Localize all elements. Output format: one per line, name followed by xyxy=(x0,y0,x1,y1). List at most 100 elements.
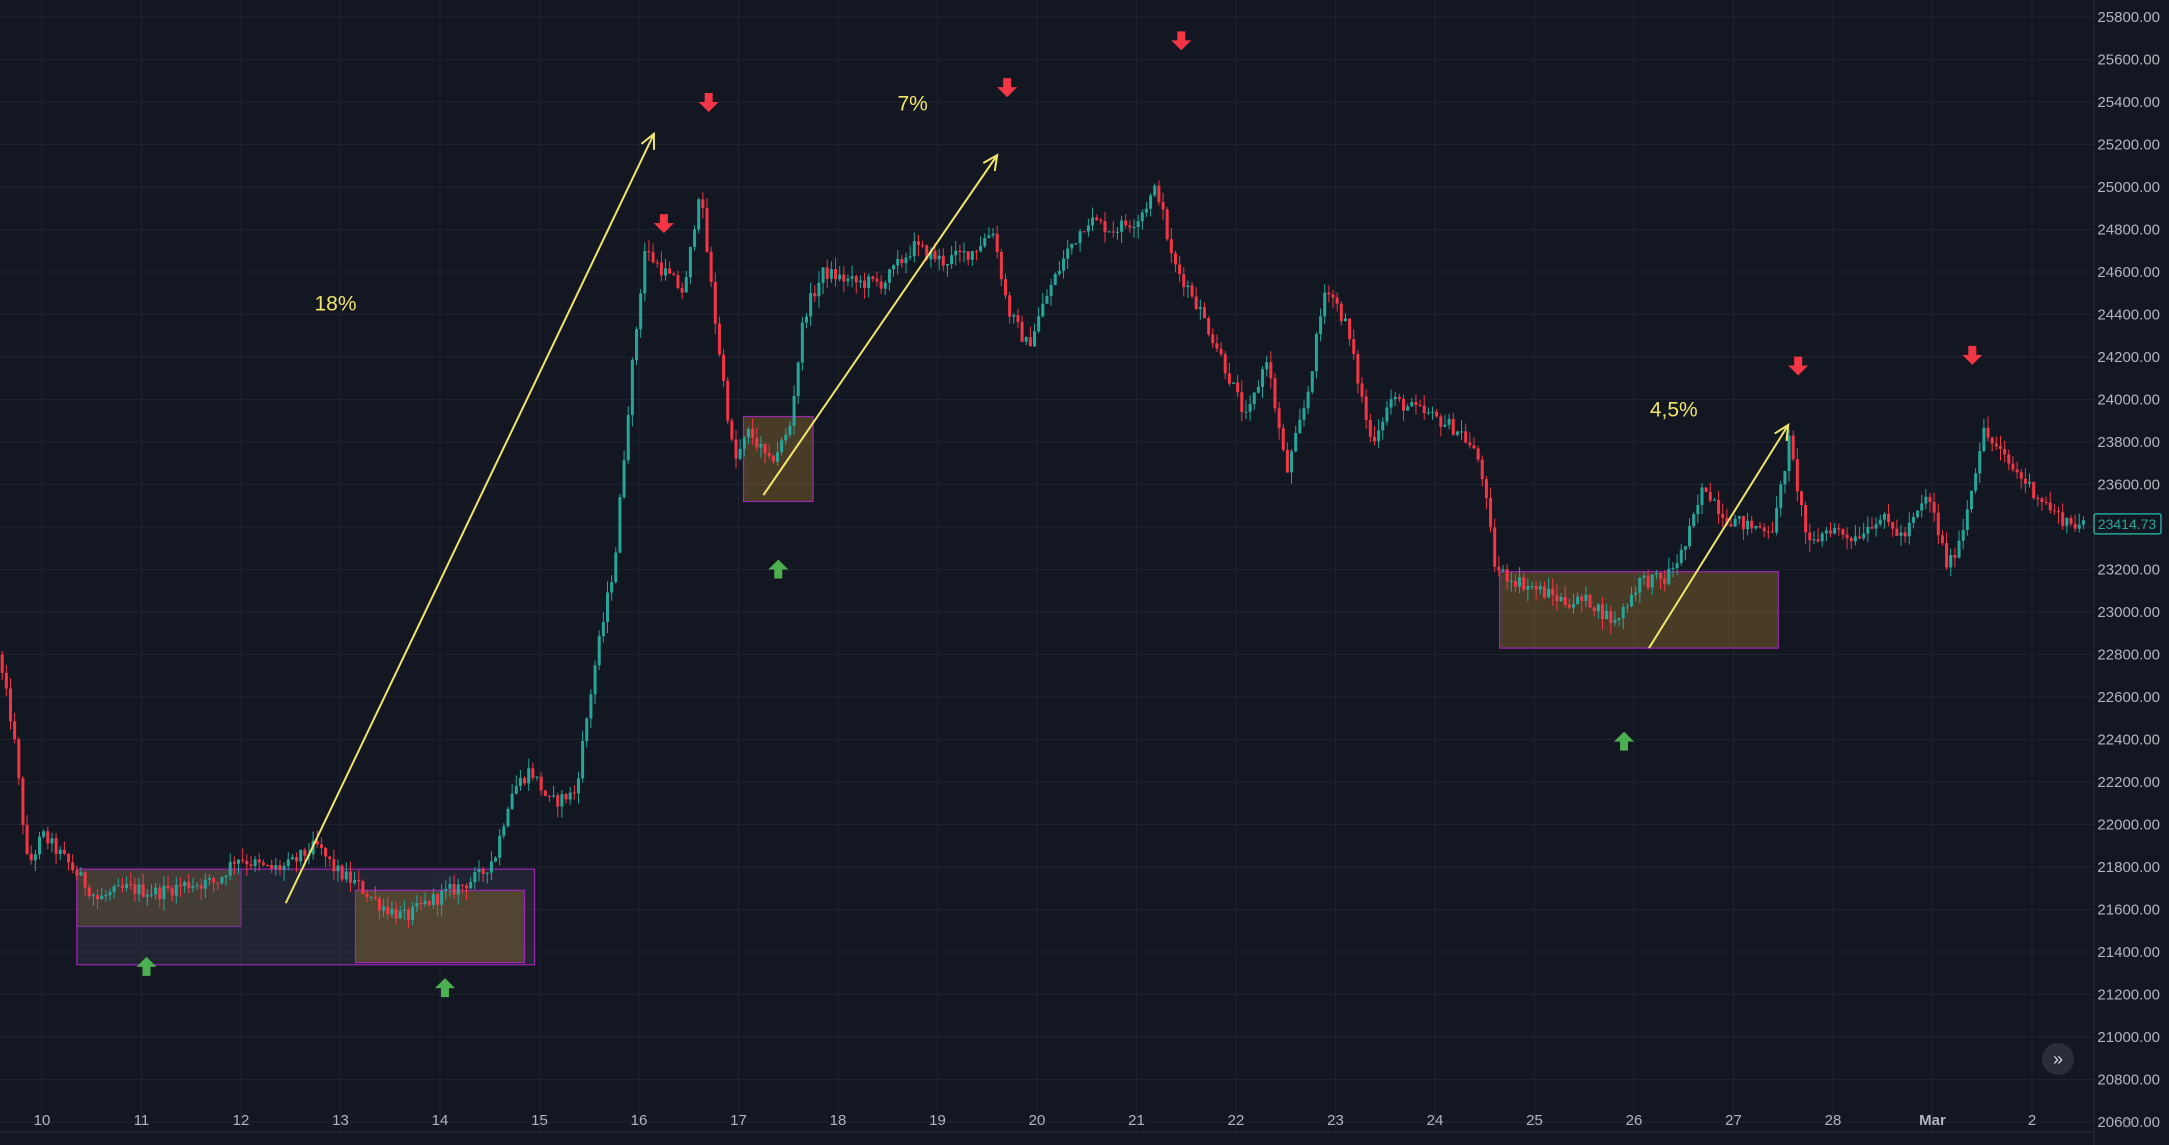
candle-body xyxy=(2011,463,2015,470)
trend-arrow[interactable] xyxy=(1648,424,1790,649)
buy-arrow-icon[interactable] xyxy=(768,559,789,579)
candle-body xyxy=(887,269,891,283)
time-tick-label: 10 xyxy=(34,1112,51,1129)
gear-icon[interactable]: ☼ xyxy=(2118,1111,2136,1131)
candle-body xyxy=(892,265,896,270)
candle-body xyxy=(1949,555,1953,568)
percent-label[interactable]: 4,5% xyxy=(1650,399,1698,422)
candle-body xyxy=(270,865,274,869)
candle-body xyxy=(1704,487,1708,492)
sell-arrow-icon[interactable] xyxy=(997,78,1018,98)
candle-body xyxy=(929,250,933,260)
candle-body xyxy=(4,672,8,689)
candle-body xyxy=(1808,532,1812,541)
candle-body xyxy=(1464,431,1468,443)
candle-body xyxy=(784,434,788,441)
candle-body xyxy=(1381,421,1385,431)
candle-body xyxy=(701,199,705,209)
price-tick-label: 23800.00 xyxy=(2097,434,2160,451)
sell-arrow-icon[interactable] xyxy=(1962,345,1983,365)
candle-body xyxy=(8,688,12,722)
candle-body xyxy=(1310,371,1314,392)
candle-body xyxy=(759,443,763,448)
candle-body xyxy=(1916,510,1920,517)
sell-arrow-icon[interactable] xyxy=(653,214,674,234)
candle-body xyxy=(1882,513,1886,520)
candle-body xyxy=(1041,303,1045,317)
candle-body xyxy=(315,840,319,845)
candle-body xyxy=(116,885,120,887)
range-box[interactable] xyxy=(742,415,814,503)
candle-body xyxy=(249,864,253,867)
candle-body xyxy=(406,909,410,921)
candle-body xyxy=(647,251,651,253)
candle-body xyxy=(523,777,527,784)
percent-label[interactable]: 18% xyxy=(315,292,357,315)
candle-body xyxy=(1646,575,1650,588)
time-axis[interactable]: 10 11 12 13 14 15 16 17 18 19 20 21 22 23 24 25 26 27 28 Ma… xyxy=(34,1112,2037,1129)
candle-body xyxy=(170,888,174,896)
time-tick-label: 22 xyxy=(1228,1112,1245,1129)
candle-body xyxy=(1965,509,1969,531)
sell-arrow-icon[interactable] xyxy=(1788,356,1809,376)
trend-arrow[interactable] xyxy=(284,133,655,904)
candle-body xyxy=(1609,611,1613,623)
candle-body xyxy=(162,885,166,900)
candle-body xyxy=(705,208,709,252)
candle-body xyxy=(423,900,427,905)
candle-body xyxy=(585,718,589,741)
trend-arrow[interactable] xyxy=(762,154,999,496)
candle-body xyxy=(431,894,435,906)
candle-body xyxy=(804,316,808,323)
candle-body xyxy=(390,908,394,915)
candle-body xyxy=(639,293,643,330)
candle-body xyxy=(668,268,672,274)
candle-body xyxy=(1053,273,1057,285)
candle-body xyxy=(1426,412,1430,414)
candle-body xyxy=(1940,535,1944,543)
candle-body xyxy=(547,795,551,797)
candle-body xyxy=(717,323,721,355)
buy-arrow-icon[interactable] xyxy=(1614,731,1635,751)
candle-body xyxy=(2023,478,2027,484)
candle-body xyxy=(1559,596,1563,601)
sell-arrow-icon[interactable] xyxy=(1171,31,1192,51)
candle-body xyxy=(465,885,469,889)
trend-arrow-head xyxy=(982,153,999,172)
candle-body xyxy=(2036,498,2040,500)
candle-body xyxy=(1501,569,1505,571)
candle-body xyxy=(1841,529,1845,535)
buy-arrow-icon[interactable] xyxy=(136,956,157,976)
candle-body xyxy=(958,250,962,253)
candle-body xyxy=(1982,427,1986,451)
candle-body xyxy=(655,262,659,264)
candle-body xyxy=(212,877,216,883)
candle-body xyxy=(1273,378,1277,409)
candle-body xyxy=(1663,578,1667,584)
candle-body xyxy=(829,268,833,279)
candle-body xyxy=(1003,279,1007,296)
candle-body xyxy=(1849,538,1853,542)
sell-arrow-icon[interactable] xyxy=(698,93,719,112)
candle-body xyxy=(253,859,257,867)
candle-body xyxy=(1659,573,1663,579)
price-axis[interactable]: 25800.00 25600.00 25400.00 25200.00 25000.00… xyxy=(2097,9,2160,1131)
candle-body xyxy=(1314,334,1318,372)
candle-body xyxy=(112,886,116,893)
candle-body xyxy=(908,256,912,258)
candle-body xyxy=(966,251,970,260)
candle-body xyxy=(1671,568,1675,570)
percent-label[interactable]: 7% xyxy=(897,93,927,116)
candle-body xyxy=(203,879,207,889)
candle-body xyxy=(42,831,46,837)
candle-body xyxy=(2015,469,2019,473)
candle-body xyxy=(854,276,858,283)
candle-body xyxy=(1472,445,1476,449)
candle-body xyxy=(1833,528,1837,534)
scroll-to-realtime-button[interactable]: » xyxy=(2042,1043,2074,1075)
candle-body xyxy=(87,887,91,897)
candle-body xyxy=(382,906,386,911)
buy-arrow-icon[interactable] xyxy=(434,978,455,998)
